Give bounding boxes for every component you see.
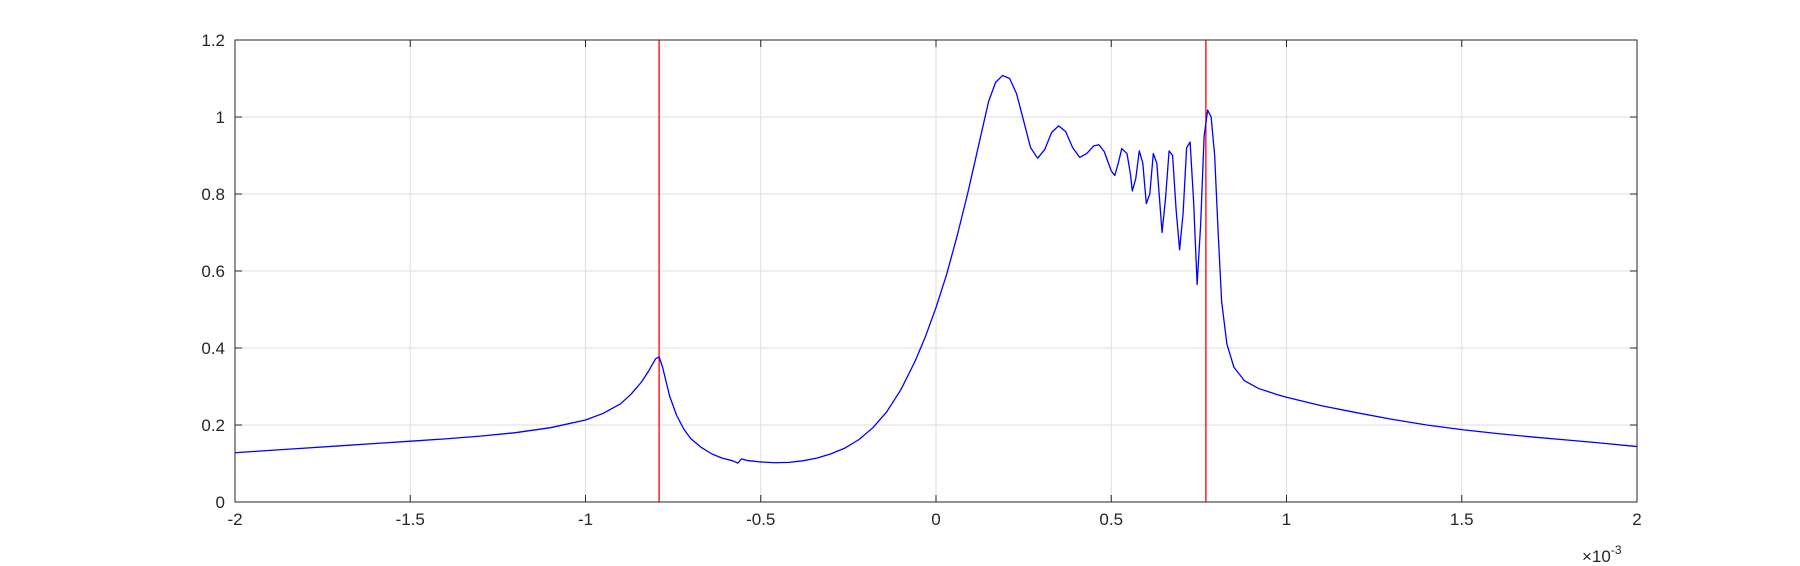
y-axis-ticks: 0 0.2 0.4 0.6 0.8 1 1.2	[201, 31, 1637, 512]
vertical-marker-lines	[658, 40, 1207, 502]
x-exponent-base: ×10	[1582, 547, 1611, 566]
x-tick-label: 0	[931, 510, 940, 529]
series-layer	[234, 74, 1638, 464]
x-tick-label: 1.5	[1450, 510, 1474, 529]
x-tick-label: -1.5	[396, 510, 425, 529]
x-axis-exponent-label: ×10-3	[1582, 543, 1622, 566]
x-tick-label: -2	[227, 510, 242, 529]
x-tick-label: -1	[578, 510, 593, 529]
x-tick-label: 1	[1282, 510, 1291, 529]
x-tick-label: 0.5	[1099, 510, 1123, 529]
y-tick-label: 0.6	[201, 262, 225, 281]
y-tick-label: 0.2	[201, 416, 225, 435]
y-tick-label: 0	[216, 493, 225, 512]
y-tick-label: 0.4	[201, 339, 225, 358]
x-tick-label: -0.5	[746, 510, 775, 529]
y-tick-label: 1.2	[201, 31, 225, 50]
y-tick-label: 0.8	[201, 185, 225, 204]
series-line	[234, 74, 1638, 464]
x-axis-ticks: -2 -1.5 -1 -0.5 0 0.5 1 1.5 2	[227, 40, 1642, 529]
x-exponent-power: -3	[1611, 543, 1622, 557]
y-tick-label: 1	[216, 108, 225, 127]
grid-lines	[234, 39, 1638, 503]
x-tick-label: 2	[1632, 510, 1641, 529]
